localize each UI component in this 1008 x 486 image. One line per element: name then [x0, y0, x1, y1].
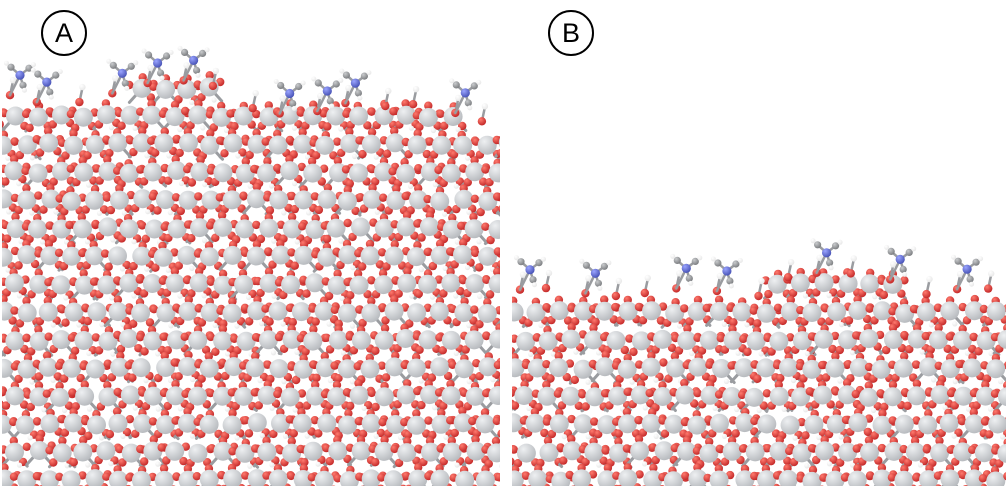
panel-a-label: A	[41, 10, 87, 56]
panel-b-label: B	[548, 10, 594, 56]
panel-b-slab	[512, 238, 1006, 486]
panel-a-slab	[2, 45, 500, 486]
